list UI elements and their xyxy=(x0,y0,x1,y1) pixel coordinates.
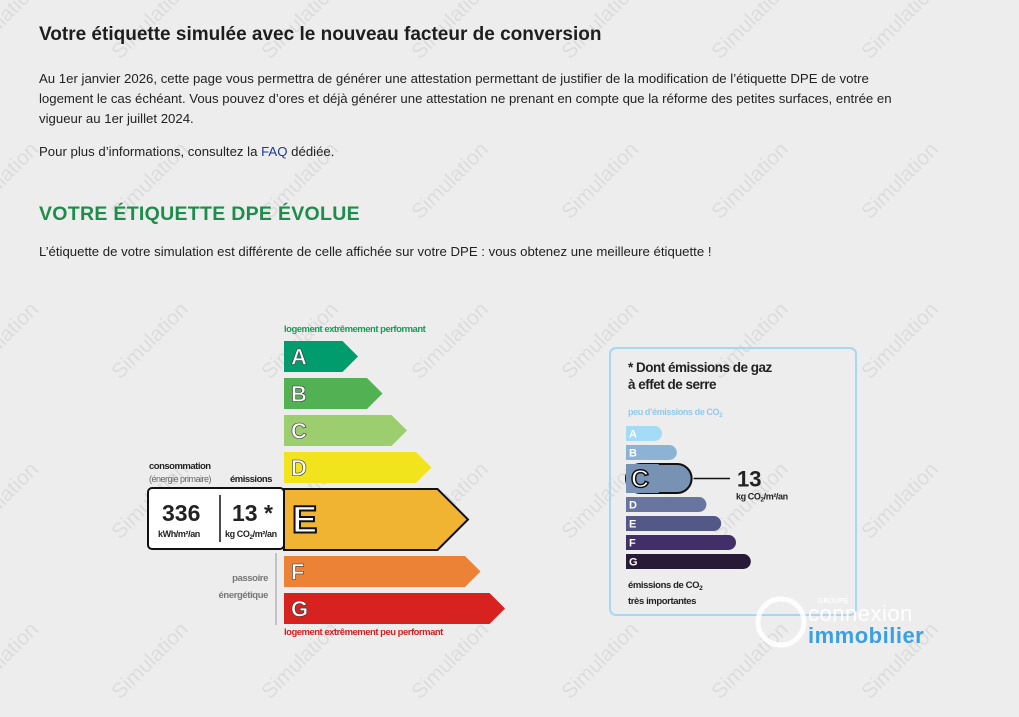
logo-ring xyxy=(755,596,807,648)
emissions-value: 13 * xyxy=(232,500,273,526)
logo-brand: immobilier xyxy=(808,623,924,648)
consumption-value: 336 xyxy=(162,500,200,526)
ges-title: à effet de serre xyxy=(628,377,717,392)
bottom-note: logement extrêmement peu performant xyxy=(284,627,444,638)
ges-class-letter: G xyxy=(629,557,638,569)
consumption-unit: kWh/m²/an xyxy=(158,529,200,539)
energy-class-letter: F xyxy=(291,560,304,585)
label-text: kg CO2/m²/an xyxy=(225,529,277,541)
ges-class-bar-end xyxy=(626,445,652,460)
ges-class-letter: A xyxy=(629,429,637,441)
ges-class-bar-end xyxy=(626,426,644,441)
ges-class-bar-end xyxy=(626,497,667,512)
label-text: peu d’émissions de CO2 xyxy=(628,407,723,419)
section-text: L’étiquette de votre simulation est diff… xyxy=(39,244,712,259)
ges-value: 13 xyxy=(737,467,761,492)
more-info: Pour plus d’informations, consultez la F… xyxy=(39,142,919,162)
energy-class-letter: E xyxy=(292,500,317,542)
subscript: 2 xyxy=(699,585,703,592)
ges-class-bar-end xyxy=(626,516,674,531)
text: dédiée. xyxy=(287,144,335,159)
ges-class-bar-end xyxy=(626,464,659,493)
energy-class-letter: B xyxy=(291,382,307,407)
logo-group: GROUPE xyxy=(818,598,849,605)
ges-class-letter: E xyxy=(629,519,636,531)
text: kg CO xyxy=(225,529,250,539)
text: peu d’émissions de CO xyxy=(628,407,720,417)
text: Pour plus d’informations, consultez la xyxy=(39,144,262,159)
energy-class-bar xyxy=(284,415,407,446)
ges-bottom-note: très importantes xyxy=(628,596,696,607)
subscript: 2 xyxy=(719,412,723,419)
text: /m²/an xyxy=(253,529,277,539)
energy-class-letter: C xyxy=(291,419,307,444)
consumption-label: consommation xyxy=(149,461,211,472)
energy-class-letter: G xyxy=(291,597,308,622)
energy-class-bar xyxy=(284,452,432,483)
consumption-sub: (énergie primaire) xyxy=(149,474,212,484)
emissions-label: émissions xyxy=(230,474,272,485)
ges-title: * Dont émissions de gaz xyxy=(628,360,773,375)
intro-paragraph: Au 1er janvier 2026, cette page vous per… xyxy=(39,71,892,126)
energy-class-bar xyxy=(284,378,383,409)
ges-frame xyxy=(609,347,857,616)
subscript: 2 xyxy=(761,497,765,504)
ges-class-letter: C xyxy=(631,466,649,494)
ges-class-letter: B xyxy=(629,448,637,460)
label-text: émissions de CO2 xyxy=(628,580,703,592)
passoire-label: énergétique xyxy=(219,590,269,601)
ges-class-letter: D xyxy=(629,500,637,512)
ges-class-bar-end xyxy=(626,554,689,569)
label-text: kg CO2/m²/an xyxy=(736,492,788,504)
energy-class-letter: D xyxy=(291,456,307,481)
text: kg CO xyxy=(736,492,761,502)
passoire-label: passoire xyxy=(232,573,268,584)
subscript: 2 xyxy=(250,534,254,541)
page-title: Votre étiquette simulée avec le nouveau … xyxy=(39,24,602,45)
logo-name: connexion xyxy=(808,601,913,626)
ges-class-bar-end xyxy=(626,535,681,550)
energy-class-bar xyxy=(284,593,505,624)
text: émissions de CO xyxy=(628,580,699,591)
energy-class-bar xyxy=(283,488,470,551)
top-note: logement extrêmement performant xyxy=(284,324,427,335)
text: /m²/an xyxy=(764,492,788,502)
energy-class-bar xyxy=(284,341,358,372)
energy-class-letter: A xyxy=(291,345,307,370)
ges-class-letter: F xyxy=(629,538,636,550)
section-title: VOTRE ÉTIQUETTE DPE ÉVOLUE xyxy=(39,203,360,225)
faq-link[interactable]: FAQ xyxy=(261,144,288,159)
energy-class-bar xyxy=(284,556,481,587)
